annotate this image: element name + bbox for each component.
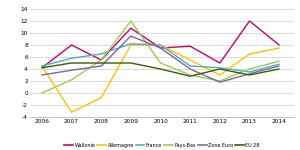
Legend: Wallonie, Allemagne, France, Pays-Bas, Zone Euro, EU 28: Wallonie, Allemagne, France, Pays-Bas, Z… bbox=[64, 143, 260, 148]
